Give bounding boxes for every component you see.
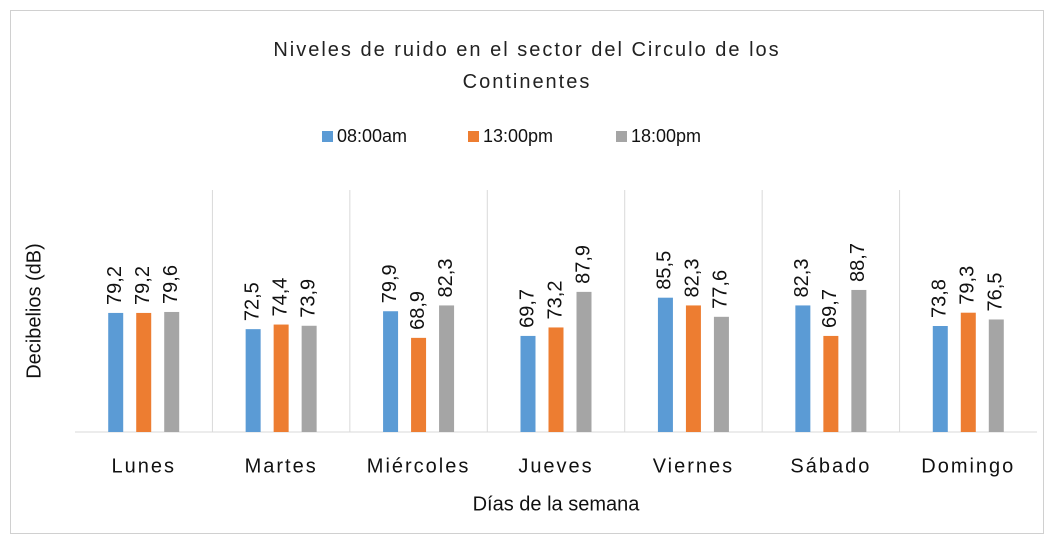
y-axis-label: Decibelios (dB) [23, 243, 45, 379]
data-label: 79,2 [104, 266, 126, 305]
bar [108, 312, 124, 432]
bar [960, 312, 976, 432]
x-tick-label: Viernes [653, 455, 734, 477]
x-axis-label: Días de la semana [473, 493, 641, 515]
data-label: 69,7 [516, 289, 538, 328]
bar [245, 329, 261, 432]
bar [932, 326, 948, 432]
data-label: 73,2 [544, 281, 566, 320]
x-tick-label: Miércoles [367, 455, 471, 477]
bar [823, 335, 839, 432]
x-tick-label: Sábado [790, 455, 871, 477]
bar [713, 316, 729, 432]
data-label: 73,8 [929, 279, 951, 318]
bar [657, 297, 673, 432]
data-label: 79,6 [160, 265, 182, 304]
bar [273, 324, 289, 432]
data-label: 82,3 [435, 258, 457, 297]
x-tick-label: Martes [245, 455, 318, 477]
data-label: 76,5 [985, 273, 1007, 312]
data-label: 82,3 [791, 258, 813, 297]
data-label: 79,9 [379, 264, 401, 303]
data-label: 74,4 [269, 278, 291, 317]
chart-title: Niveles de ruido en el sector del Circul… [273, 39, 781, 93]
data-label: 77,6 [710, 270, 732, 309]
bar [988, 319, 1004, 432]
bar [136, 312, 152, 432]
bar [301, 325, 317, 432]
legend-swatch [616, 131, 627, 142]
x-tick-label: Lunes [111, 455, 176, 477]
bar [851, 289, 867, 432]
data-label: 79,3 [957, 266, 979, 305]
legend-label: 08:00am [337, 126, 407, 146]
data-label: 79,2 [132, 266, 154, 305]
legend-label: 18:00pm [631, 126, 701, 146]
chart-border [10, 10, 1044, 534]
bar [685, 305, 701, 432]
bar [383, 311, 399, 432]
bar [520, 335, 536, 432]
data-label: 73,9 [297, 279, 319, 318]
data-label: 68,9 [407, 291, 429, 330]
legend-swatch [468, 131, 479, 142]
data-label: 72,5 [241, 282, 263, 321]
bar [164, 311, 180, 432]
bar [439, 305, 455, 432]
legend-label: 13:00pm [483, 126, 553, 146]
bar [795, 305, 811, 432]
bar [411, 337, 427, 432]
bar [576, 291, 592, 432]
data-label: 82,3 [682, 258, 704, 297]
data-label: 85,5 [654, 251, 676, 290]
bar [548, 327, 564, 432]
x-tick-label: Jueves [518, 455, 593, 477]
data-label: 69,7 [819, 289, 841, 328]
x-tick-label: Domingo [921, 455, 1015, 477]
legend-swatch [322, 131, 333, 142]
data-label: 88,7 [847, 243, 869, 282]
data-label: 87,9 [572, 245, 594, 284]
